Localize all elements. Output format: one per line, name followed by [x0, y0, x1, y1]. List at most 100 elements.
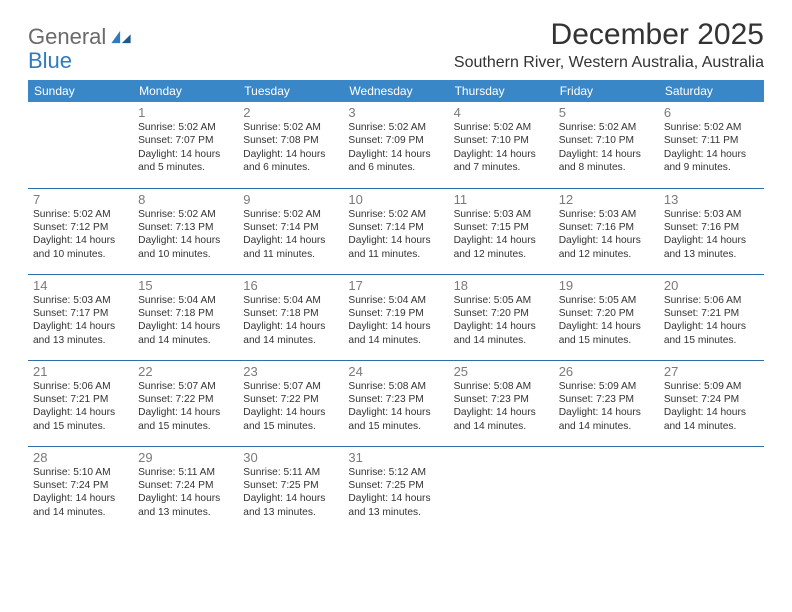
- calendar-cell: 17Sunrise: 5:04 AMSunset: 7:19 PMDayligh…: [343, 274, 448, 360]
- day-number: 24: [348, 364, 443, 379]
- calendar-cell: 8Sunrise: 5:02 AMSunset: 7:13 PMDaylight…: [133, 188, 238, 274]
- daylight-line: Daylight: 14 hours and 15 minutes.: [138, 406, 233, 433]
- sunset-line: Sunset: 7:14 PM: [348, 221, 443, 234]
- daylight-line: Daylight: 14 hours and 13 minutes.: [348, 492, 443, 519]
- sunrise-line: Sunrise: 5:03 AM: [33, 294, 128, 307]
- calendar-cell: 27Sunrise: 5:09 AMSunset: 7:24 PMDayligh…: [659, 360, 764, 446]
- sunrise-line: Sunrise: 5:02 AM: [348, 121, 443, 134]
- sunset-line: Sunset: 7:18 PM: [243, 307, 338, 320]
- sunrise-line: Sunrise: 5:07 AM: [138, 380, 233, 393]
- daylight-line: Daylight: 14 hours and 14 minutes.: [348, 320, 443, 347]
- daylight-line: Daylight: 14 hours and 15 minutes.: [559, 320, 654, 347]
- sunset-line: Sunset: 7:22 PM: [243, 393, 338, 406]
- sunset-line: Sunset: 7:19 PM: [348, 307, 443, 320]
- calendar-cell: 22Sunrise: 5:07 AMSunset: 7:22 PMDayligh…: [133, 360, 238, 446]
- calendar-cell: 15Sunrise: 5:04 AMSunset: 7:18 PMDayligh…: [133, 274, 238, 360]
- sunrise-line: Sunrise: 5:08 AM: [454, 380, 549, 393]
- day-number: 22: [138, 364, 233, 379]
- daylight-line: Daylight: 14 hours and 10 minutes.: [138, 234, 233, 261]
- daylight-line: Daylight: 14 hours and 9 minutes.: [664, 148, 759, 175]
- sunset-line: Sunset: 7:15 PM: [454, 221, 549, 234]
- sunset-line: Sunset: 7:07 PM: [138, 134, 233, 147]
- sunrise-line: Sunrise: 5:09 AM: [664, 380, 759, 393]
- calendar-cell: 25Sunrise: 5:08 AMSunset: 7:23 PMDayligh…: [449, 360, 554, 446]
- sunset-line: Sunset: 7:12 PM: [33, 221, 128, 234]
- calendar-cell: [28, 102, 133, 188]
- calendar-cell: 28Sunrise: 5:10 AMSunset: 7:24 PMDayligh…: [28, 446, 133, 532]
- calendar-cell: 26Sunrise: 5:09 AMSunset: 7:23 PMDayligh…: [554, 360, 659, 446]
- calendar-cell: 20Sunrise: 5:06 AMSunset: 7:21 PMDayligh…: [659, 274, 764, 360]
- day-number: 26: [559, 364, 654, 379]
- day-number: 30: [243, 450, 338, 465]
- calendar-cell: 13Sunrise: 5:03 AMSunset: 7:16 PMDayligh…: [659, 188, 764, 274]
- daylight-line: Daylight: 14 hours and 14 minutes.: [559, 406, 654, 433]
- sunset-line: Sunset: 7:10 PM: [454, 134, 549, 147]
- page-subtitle: Southern River, Western Australia, Austr…: [454, 54, 764, 72]
- calendar-cell: 16Sunrise: 5:04 AMSunset: 7:18 PMDayligh…: [238, 274, 343, 360]
- calendar-cell: 11Sunrise: 5:03 AMSunset: 7:15 PMDayligh…: [449, 188, 554, 274]
- sunrise-line: Sunrise: 5:11 AM: [138, 466, 233, 479]
- day-number: 7: [33, 192, 128, 207]
- sunrise-line: Sunrise: 5:02 AM: [454, 121, 549, 134]
- calendar-cell: 2Sunrise: 5:02 AMSunset: 7:08 PMDaylight…: [238, 102, 343, 188]
- daylight-line: Daylight: 14 hours and 5 minutes.: [138, 148, 233, 175]
- day-number: 2: [243, 105, 338, 120]
- sunset-line: Sunset: 7:25 PM: [348, 479, 443, 492]
- day-number: 13: [664, 192, 759, 207]
- daylight-line: Daylight: 14 hours and 10 minutes.: [33, 234, 128, 261]
- sunrise-line: Sunrise: 5:02 AM: [348, 208, 443, 221]
- day-number: 6: [664, 105, 759, 120]
- logo: General Blue: [28, 24, 138, 74]
- sunset-line: Sunset: 7:20 PM: [454, 307, 549, 320]
- day-header: Tuesday: [238, 80, 343, 102]
- calendar-cell: 18Sunrise: 5:05 AMSunset: 7:20 PMDayligh…: [449, 274, 554, 360]
- daylight-line: Daylight: 14 hours and 11 minutes.: [243, 234, 338, 261]
- day-header: Monday: [133, 80, 238, 102]
- calendar-cell: 19Sunrise: 5:05 AMSunset: 7:20 PMDayligh…: [554, 274, 659, 360]
- sunrise-line: Sunrise: 5:02 AM: [243, 208, 338, 221]
- day-number: 18: [454, 278, 549, 293]
- day-number: 27: [664, 364, 759, 379]
- day-number: 9: [243, 192, 338, 207]
- sunrise-line: Sunrise: 5:02 AM: [138, 208, 233, 221]
- day-header: Friday: [554, 80, 659, 102]
- calendar-thead: SundayMondayTuesdayWednesdayThursdayFrid…: [28, 80, 764, 102]
- sunrise-line: Sunrise: 5:03 AM: [454, 208, 549, 221]
- sunset-line: Sunset: 7:21 PM: [664, 307, 759, 320]
- sunset-line: Sunset: 7:14 PM: [243, 221, 338, 234]
- sunrise-line: Sunrise: 5:04 AM: [138, 294, 233, 307]
- title-block: December 2025 Southern River, Western Au…: [454, 18, 764, 72]
- calendar-cell: [449, 446, 554, 532]
- sunrise-line: Sunrise: 5:10 AM: [33, 466, 128, 479]
- calendar-row: 21Sunrise: 5:06 AMSunset: 7:21 PMDayligh…: [28, 360, 764, 446]
- calendar-cell: 31Sunrise: 5:12 AMSunset: 7:25 PMDayligh…: [343, 446, 448, 532]
- daylight-line: Daylight: 14 hours and 15 minutes.: [33, 406, 128, 433]
- sunrise-line: Sunrise: 5:04 AM: [243, 294, 338, 307]
- daylight-line: Daylight: 14 hours and 6 minutes.: [243, 148, 338, 175]
- daylight-line: Daylight: 14 hours and 12 minutes.: [559, 234, 654, 261]
- sunset-line: Sunset: 7:25 PM: [243, 479, 338, 492]
- daylight-line: Daylight: 14 hours and 14 minutes.: [243, 320, 338, 347]
- sunset-line: Sunset: 7:21 PM: [33, 393, 128, 406]
- daylight-line: Daylight: 14 hours and 14 minutes.: [454, 406, 549, 433]
- calendar-cell: 12Sunrise: 5:03 AMSunset: 7:16 PMDayligh…: [554, 188, 659, 274]
- daylight-line: Daylight: 14 hours and 14 minutes.: [454, 320, 549, 347]
- calendar-table: SundayMondayTuesdayWednesdayThursdayFrid…: [28, 80, 764, 532]
- calendar-cell: 3Sunrise: 5:02 AMSunset: 7:09 PMDaylight…: [343, 102, 448, 188]
- daylight-line: Daylight: 14 hours and 14 minutes.: [33, 492, 128, 519]
- day-number: 15: [138, 278, 233, 293]
- calendar-cell: 5Sunrise: 5:02 AMSunset: 7:10 PMDaylight…: [554, 102, 659, 188]
- sunset-line: Sunset: 7:18 PM: [138, 307, 233, 320]
- sunrise-line: Sunrise: 5:02 AM: [138, 121, 233, 134]
- daylight-line: Daylight: 14 hours and 14 minutes.: [138, 320, 233, 347]
- sunrise-line: Sunrise: 5:07 AM: [243, 380, 338, 393]
- day-number: 4: [454, 105, 549, 120]
- day-number: 31: [348, 450, 443, 465]
- sunrise-line: Sunrise: 5:04 AM: [348, 294, 443, 307]
- calendar-cell: 9Sunrise: 5:02 AMSunset: 7:14 PMDaylight…: [238, 188, 343, 274]
- day-number: 25: [454, 364, 549, 379]
- sunset-line: Sunset: 7:24 PM: [33, 479, 128, 492]
- sunset-line: Sunset: 7:08 PM: [243, 134, 338, 147]
- sunset-line: Sunset: 7:20 PM: [559, 307, 654, 320]
- calendar-row: 28Sunrise: 5:10 AMSunset: 7:24 PMDayligh…: [28, 446, 764, 532]
